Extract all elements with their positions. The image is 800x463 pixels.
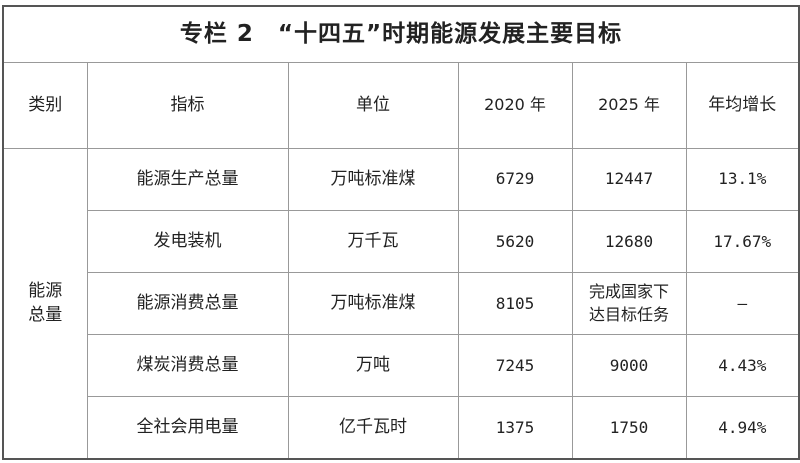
value-2025-cell: 9000 [571, 334, 687, 398]
energy-targets-table: 专栏 2 “十四五”时期能源发展主要目标 类别 指标 单位 2020 年 202… [2, 5, 800, 460]
growth-cell: 4.43% [685, 334, 800, 398]
indicator-cell: 能源生产总量 [86, 148, 289, 212]
unit-cell: 万吨标准煤 [287, 148, 459, 212]
table-row: 全社会用电量 亿千瓦时 1375 1750 4.94% [3, 396, 800, 460]
unit-cell: 万吨 [287, 334, 459, 398]
table-row: 发电装机 万千瓦 5620 12680 17.67% [3, 210, 800, 274]
header-indicator: 指标 [86, 62, 289, 150]
value-2020-cell: 8105 [457, 272, 573, 336]
table-row: 能源 总量 能源生产总量 万吨标准煤 6729 12447 13.1% [2, 148, 800, 460]
category-cell: 能源 总量 [2, 148, 88, 460]
growth-cell: 13.1% [685, 148, 800, 212]
indicator-cell: 发电装机 [86, 210, 289, 274]
indicator-cell: 煤炭消费总量 [86, 334, 289, 398]
header-unit: 单位 [287, 62, 459, 150]
table-row: 煤炭消费总量 万吨 7245 9000 4.43% [3, 334, 800, 398]
indicator-cell: 全社会用电量 [86, 396, 289, 460]
value-2020-cell: 6729 [457, 148, 573, 212]
value-2020-cell: 1375 [457, 396, 573, 460]
value-2025-cell: 完成国家下 达目标任务 [571, 272, 687, 336]
value-2020-cell: 7245 [457, 334, 573, 398]
table-title: 专栏 2 “十四五”时期能源发展主要目标 [2, 5, 800, 64]
header-2020: 2020 年 [457, 62, 573, 150]
growth-cell: — [685, 272, 800, 336]
unit-cell: 亿千瓦时 [287, 396, 459, 460]
value-2020-cell: 5620 [457, 210, 573, 274]
unit-cell: 万千瓦 [287, 210, 459, 274]
table-row: 能源消费总量 万吨标准煤 8105 完成国家下 达目标任务 — [3, 272, 800, 336]
header-2025: 2025 年 [571, 62, 687, 150]
value-2025-cell: 12680 [571, 210, 687, 274]
header-growth: 年均增长 [685, 62, 800, 150]
value-2025-cell: 1750 [571, 396, 687, 460]
growth-cell: 17.67% [685, 210, 800, 274]
unit-cell: 万吨标准煤 [287, 272, 459, 336]
value-2025-cell: 12447 [571, 148, 687, 212]
header-category: 类别 [2, 62, 88, 150]
indicator-cell: 能源消费总量 [86, 272, 289, 336]
header-row: 类别 指标 单位 2020 年 2025 年 年均增长 [2, 62, 800, 150]
growth-cell: 4.94% [685, 396, 800, 460]
